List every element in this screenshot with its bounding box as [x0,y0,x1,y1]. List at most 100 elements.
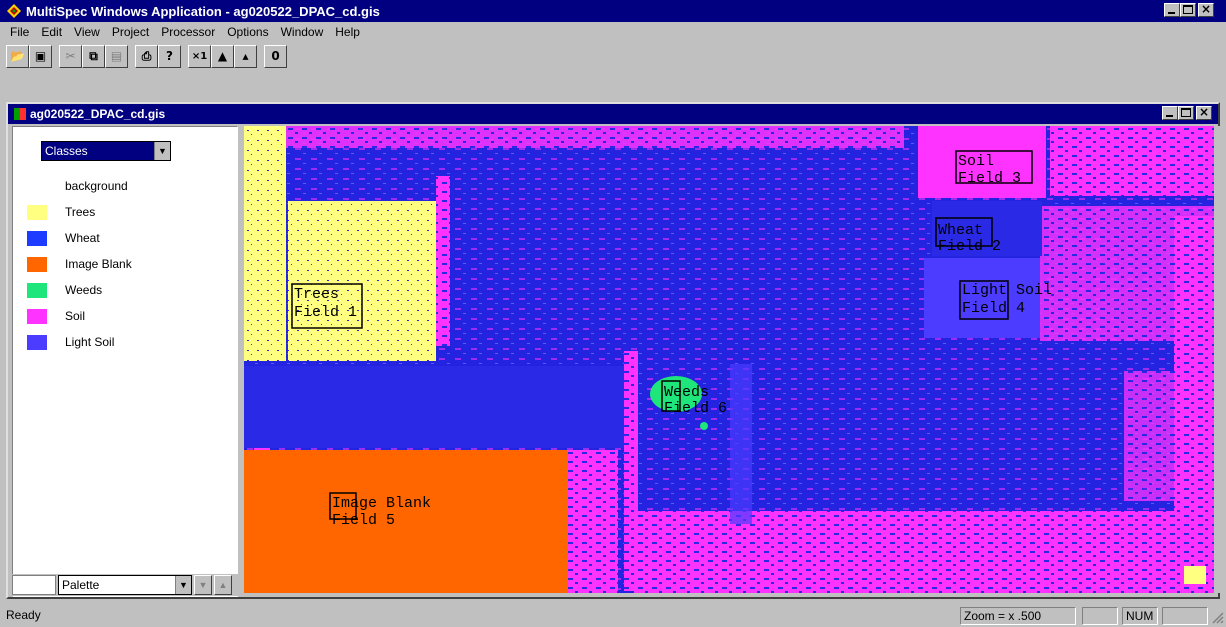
legend-item-wheat[interactable]: Wheat [27,229,100,247]
save-button[interactable]: ▣ [29,45,52,68]
document-window-controls: × [1162,106,1212,120]
app-title-bar[interactable]: MultiSpec Windows Application - ag020522… [0,0,1226,22]
doc-minimize-button[interactable] [1162,106,1178,120]
field-label-wheat-line2: Field 2 [938,238,1001,255]
palette-select[interactable]: Palette ▼ [58,575,192,595]
palette-row: Palette ▼ ▼ ▲ [12,574,238,596]
zoom-x1-button[interactable]: ×1 [188,45,211,68]
soil-region [284,126,904,148]
file-tools: 📂 ▣ [6,45,52,68]
field-label-weeds-line2: Field 6 [664,400,727,417]
legend-item-label: Light Soil [65,335,114,349]
legend-item-light-soil[interactable]: Light Soil [27,333,114,351]
zoom-x1-icon: ×1 [192,51,207,62]
legend-item-label: background [65,179,128,193]
num-lock-indicator: NUM [1122,607,1158,625]
legend-item-background[interactable]: background [27,177,128,195]
legend-item-label: Soil [65,309,85,323]
menu-file[interactable]: File [0,23,35,41]
close-icon: × [1199,2,1213,16]
field-label-light-soil-line2: Field 4 [962,300,1025,317]
light-soil-region [730,364,752,524]
status-panel-empty [1082,607,1118,625]
legend-item-image-blank[interactable]: Image Blank [27,255,132,273]
status-bar: Ready Zoom = x .500 NUM [0,604,1226,627]
field-label-soil-line2: Field 3 [958,170,1021,187]
menu-help[interactable]: Help [329,23,366,41]
soil-region [568,450,618,593]
print-button[interactable]: ⎙ [135,45,158,68]
zoom-tools: ×1 ▲ ▴ [188,45,257,68]
save-icon: ▣ [35,49,46,63]
close-button[interactable]: × [1198,3,1214,17]
paste-button[interactable]: ▤ [105,45,128,68]
legend-swatch [27,179,47,194]
overlay-icon: 0 [271,49,279,63]
image-blank-region [244,450,568,593]
menu-project[interactable]: Project [106,23,155,41]
zoom-in-button[interactable]: ▲ [211,45,234,68]
minimize-icon [1168,12,1175,14]
document-title-bar[interactable]: ag020522_DPAC_cd.gis × [8,104,1218,124]
legend-swatch [27,257,47,272]
legend-type-select[interactable]: Classes ▼ [41,141,171,161]
help-button[interactable]: ? [158,45,181,68]
weeds-region [700,422,708,430]
doc-maximize-button[interactable] [1178,106,1194,120]
overlay-button[interactable]: 0 [264,45,287,68]
app-window-controls: × [1164,3,1214,17]
copy-button[interactable]: ⧉ [82,45,105,68]
field-label-trees-line1: Trees [294,286,339,303]
wheat-region [244,366,624,448]
field-label-image-blank-line2: Field 5 [332,512,395,529]
field-label-image-blank-line1: Image Blank [332,495,431,512]
legend-swatch [27,309,47,324]
field-label-light-soil-line1: Light Soil [962,282,1052,299]
menu-view[interactable]: View [68,23,106,41]
soil-region [634,511,1214,593]
legend-item-trees[interactable]: Trees [27,203,95,221]
classified-image[interactable]: Trees Field 1 Wheat Field 2 Soil Field 3… [244,126,1214,593]
cut-button[interactable]: ✂ [59,45,82,68]
legend-item-soil[interactable]: Soil [27,307,85,325]
app-title: MultiSpec Windows Application - ag020522… [26,4,380,19]
resize-grip-icon[interactable] [1210,610,1224,624]
legend-item-label: Trees [65,205,95,219]
open-button[interactable]: 📂 [6,45,29,68]
minimize-button[interactable] [1164,3,1180,17]
palette-up-button[interactable]: ▲ [214,575,232,595]
status-text: Ready [6,608,41,622]
multispec-logo-icon [6,3,22,19]
zoom-out-icon: ▴ [242,49,248,63]
field-label-soil-line1: Soil [958,153,994,170]
chevron-down-icon[interactable]: ▼ [175,576,191,594]
classified-image-canvas[interactable]: Trees Field 1 Wheat Field 2 Soil Field 3… [244,126,1214,593]
legend-swatch [27,205,47,220]
legend-swatch [27,283,47,298]
legend-type-value: Classes [42,142,154,160]
soil-region [436,176,450,346]
maximize-icon [1181,108,1191,117]
maximize-button[interactable] [1180,3,1196,17]
legend-item-weeds[interactable]: Weeds [27,281,102,299]
menu-options[interactable]: Options [221,23,274,41]
paste-icon: ▤ [111,49,122,63]
legend-item-label: Wheat [65,231,100,245]
palette-down-button[interactable]: ▼ [194,575,212,595]
zoom-out-button[interactable]: ▴ [234,45,257,68]
field-label-weeds-line1: Weeds [664,384,709,401]
field-label-wheat-line1: Wheat [938,222,983,239]
field-label-trees-line2: Field 1 [294,304,357,321]
trees-region [244,126,286,361]
legend-swatch [27,335,47,350]
trees-region [288,201,436,361]
close-icon: × [1197,105,1211,119]
chevron-down-icon[interactable]: ▼ [154,142,170,160]
menu-bar: File Edit View Project Processor Options… [0,22,366,42]
zoom-in-icon: ▲ [218,49,227,63]
menu-window[interactable]: Window [275,23,330,41]
vertical-scrollbar[interactable] [1216,126,1220,593]
menu-processor[interactable]: Processor [155,23,221,41]
menu-edit[interactable]: Edit [35,23,68,41]
doc-close-button[interactable]: × [1196,106,1212,120]
